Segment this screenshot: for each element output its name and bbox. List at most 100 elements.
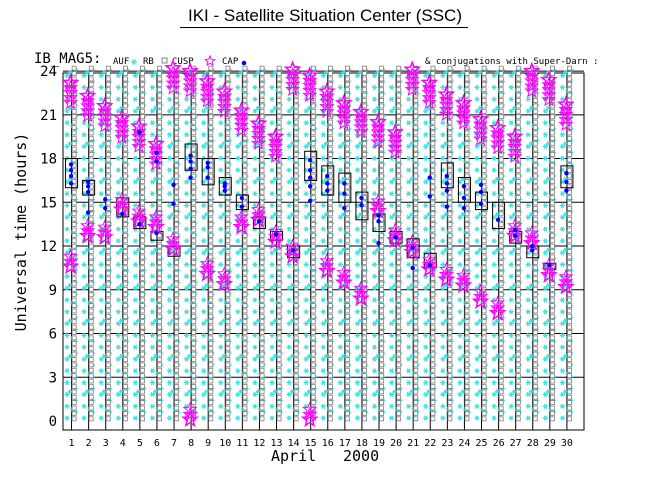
rb-marker <box>515 297 521 303</box>
cap-marker <box>564 188 569 193</box>
cap-marker <box>68 173 74 179</box>
rb-marker <box>276 357 282 362</box>
rb-marker <box>464 232 470 238</box>
rb-marker <box>259 65 265 71</box>
rb-marker <box>550 157 555 163</box>
rb-marker <box>481 216 487 222</box>
rb-marker <box>345 173 350 179</box>
rb-marker <box>362 243 367 249</box>
rb-marker <box>515 292 521 298</box>
rb-marker <box>327 119 333 125</box>
auf-marker <box>440 380 446 386</box>
cusp-marker <box>78 86 97 104</box>
auf-marker <box>354 380 361 386</box>
rb-marker <box>105 189 111 195</box>
rb-marker <box>430 206 436 211</box>
rb-marker <box>567 184 572 190</box>
rb-marker <box>208 373 214 379</box>
auf-marker <box>201 120 207 126</box>
rb-marker <box>259 411 265 416</box>
rb-marker <box>276 168 282 174</box>
auf-marker <box>320 344 326 350</box>
auf-marker <box>218 380 224 386</box>
rb-marker <box>447 286 453 292</box>
auf-marker <box>166 191 173 197</box>
rb-marker <box>532 206 538 211</box>
rb-marker <box>310 335 316 341</box>
rb-marker <box>191 189 197 195</box>
cap-marker <box>205 160 210 166</box>
auf-marker <box>64 226 70 232</box>
rb-marker <box>208 389 214 395</box>
rb-marker <box>208 249 214 254</box>
auf-marker <box>525 309 531 315</box>
auf-marker <box>115 96 121 102</box>
auf-marker <box>320 415 326 421</box>
rb-marker <box>345 394 350 400</box>
rb-marker <box>157 313 162 319</box>
rb-marker <box>430 200 436 206</box>
auf-marker <box>115 309 121 315</box>
auf-marker <box>184 226 190 232</box>
rb-marker <box>174 286 180 292</box>
rb-marker <box>550 367 555 373</box>
auf-marker <box>388 415 395 421</box>
auf-marker <box>115 332 121 338</box>
auf-marker <box>371 309 378 315</box>
rb-marker <box>259 313 265 319</box>
auf-marker <box>235 84 241 90</box>
rb-marker <box>567 373 572 379</box>
rb-marker <box>293 411 299 416</box>
rb-marker <box>157 195 162 201</box>
rb-marker <box>310 65 316 71</box>
rb-marker <box>208 405 214 411</box>
auf-marker <box>406 132 412 138</box>
auf-marker <box>64 332 70 338</box>
rb-marker <box>345 243 350 249</box>
rb-marker <box>242 76 248 82</box>
rb-marker <box>515 76 521 82</box>
rb-marker <box>88 141 94 147</box>
rb-marker <box>464 200 470 206</box>
rb-marker <box>310 346 316 352</box>
cap-marker <box>342 191 347 196</box>
rb-marker <box>105 184 111 190</box>
day-tick-label: 25 <box>475 438 487 449</box>
rb-marker <box>122 335 128 341</box>
rb-marker <box>259 308 265 314</box>
rb-marker <box>550 206 555 211</box>
rb-marker <box>242 357 248 362</box>
rb-marker <box>191 367 197 373</box>
auf-marker <box>269 380 275 386</box>
rb-marker <box>550 238 555 244</box>
rb-marker <box>88 373 94 379</box>
rb-marker <box>71 119 77 125</box>
rb-marker <box>464 157 470 163</box>
rb-marker <box>396 71 402 76</box>
rb-marker <box>276 346 282 352</box>
cap-marker <box>188 175 193 180</box>
rb-marker <box>242 308 248 314</box>
rb-marker <box>447 340 453 346</box>
auf-marker <box>388 84 395 90</box>
rb-marker <box>515 249 521 254</box>
rb-marker <box>242 254 248 260</box>
auf-marker <box>64 191 70 197</box>
rb-marker <box>293 222 299 228</box>
rb-marker <box>327 286 333 292</box>
rb-marker <box>259 173 265 179</box>
auf-marker <box>491 415 497 421</box>
rb-marker <box>88 130 94 136</box>
rb-marker <box>550 335 555 341</box>
rb-marker <box>362 76 367 82</box>
rb-marker <box>105 286 111 292</box>
auf-marker <box>149 202 156 209</box>
rb-marker <box>481 351 487 357</box>
rb-marker <box>122 389 128 395</box>
rb-marker <box>293 152 299 157</box>
rb-marker <box>208 206 214 211</box>
rb-marker <box>122 405 128 411</box>
rb-marker <box>157 281 162 287</box>
rb-marker <box>327 130 333 136</box>
